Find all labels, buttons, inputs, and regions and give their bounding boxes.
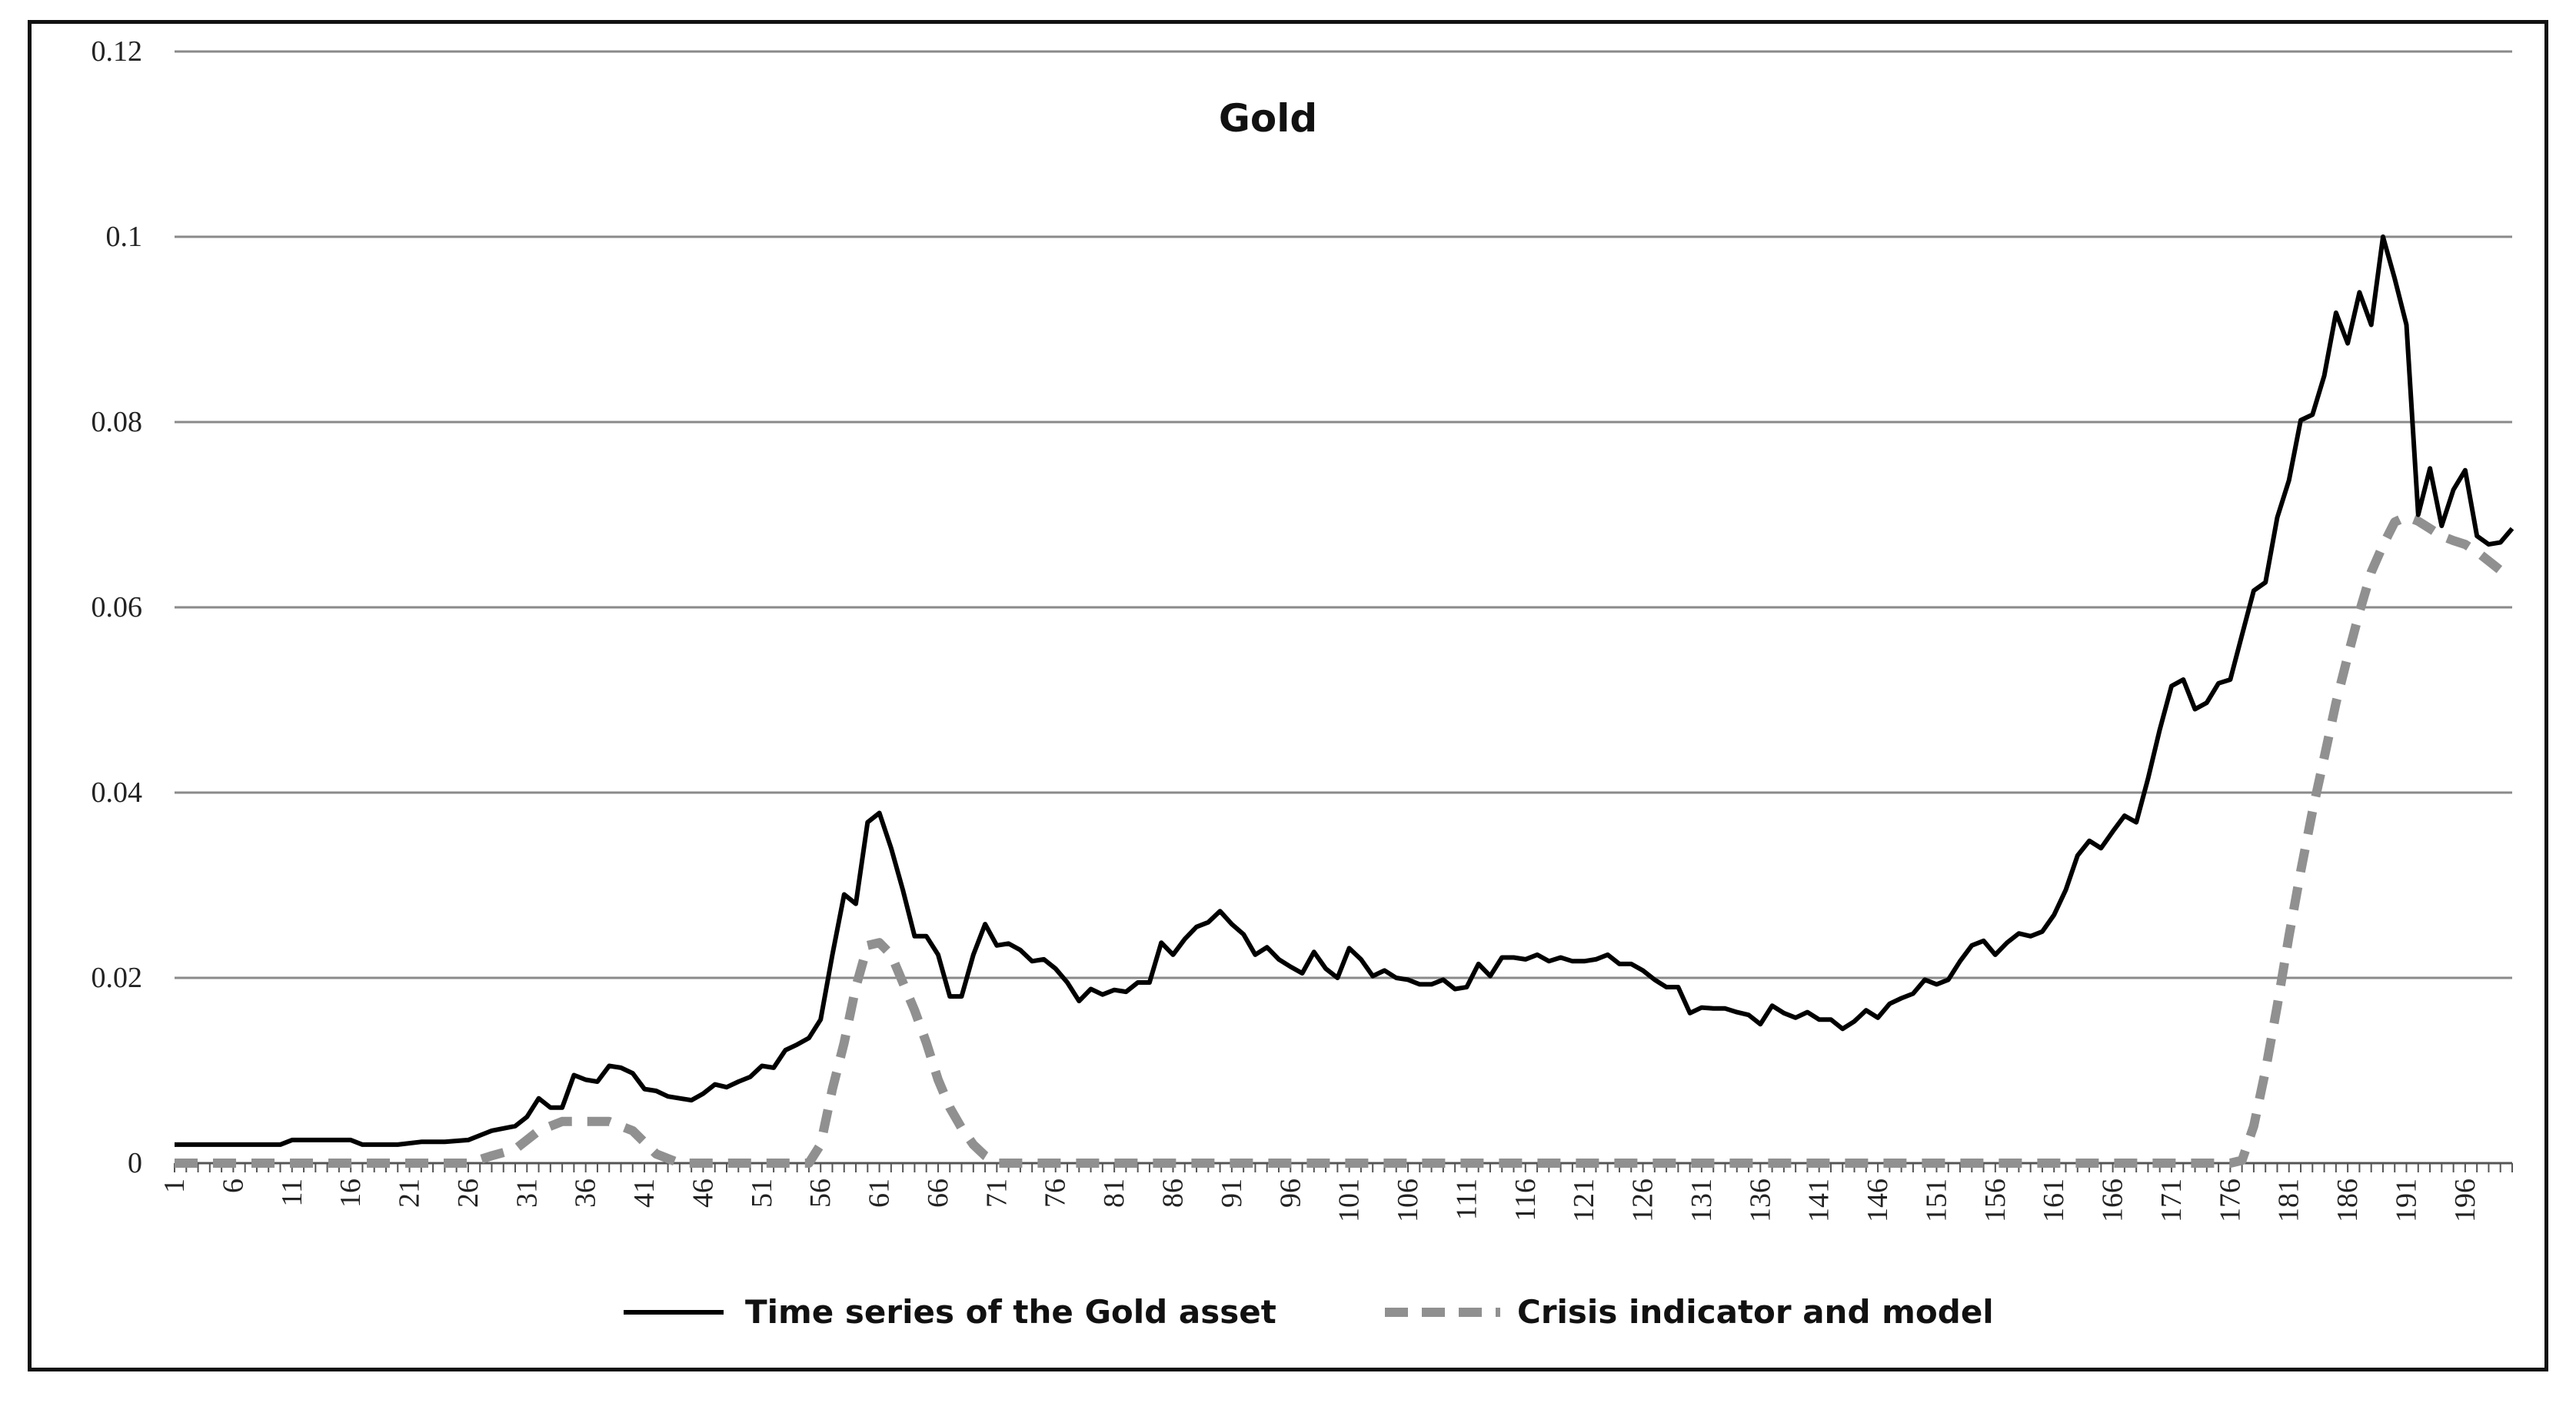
x-tick-label: 86 [1157, 1179, 1189, 1208]
y-axis-ticks: 0 0.02 0.04 0.06 0.08 0.1 0.12 [92, 35, 143, 1179]
chart-title: Gold [1219, 96, 1317, 141]
legend-label-1: Crisis indicator and model [1517, 1293, 1994, 1331]
series-line-gold-asset [175, 234, 2514, 1147]
x-tick-label: 46 [687, 1179, 719, 1208]
x-tick-label: 106 [1392, 1179, 1424, 1222]
legend: Time series of the Gold asset Crisis indi… [624, 1293, 1994, 1331]
x-tick-label: 136 [1744, 1179, 1776, 1222]
x-tick-label: 141 [1803, 1179, 1835, 1222]
x-tick-label: 1 [158, 1179, 191, 1193]
x-tick-label: 11 [276, 1179, 308, 1207]
x-tick-label: 66 [922, 1179, 954, 1208]
y-tick-label: 0 [128, 1147, 142, 1179]
x-tick-label: 181 [2273, 1179, 2305, 1222]
x-tick-label: 51 [746, 1179, 778, 1208]
series-layer [175, 234, 2515, 1168]
x-tick-label: 111 [1450, 1179, 1483, 1220]
x-tick-label: 26 [452, 1179, 484, 1208]
x-tick-label: 56 [804, 1179, 837, 1208]
x-tick-label: 76 [1040, 1179, 1072, 1208]
series-line-crisis-indicator [175, 511, 2515, 1168]
y-tick-label: 0.02 [92, 962, 143, 994]
x-tick-label: 61 [864, 1179, 896, 1208]
y-tick-label: 0.12 [92, 35, 143, 68]
x-tick-label: 176 [2214, 1179, 2246, 1222]
x-axis-ticks: 1 6 11 16 21 26 31 36 41 46 51 56 61 66 71 76 81 86 91 96 10… [158, 1163, 2513, 1222]
legend-label-0: Time series of the Gold asset [745, 1293, 1276, 1331]
y-tick-label: 0.08 [92, 406, 143, 438]
x-tick-label: 171 [2155, 1179, 2188, 1222]
x-tick-label: 166 [2097, 1179, 2129, 1222]
x-tick-label: 191 [2391, 1179, 2423, 1222]
x-tick-label: 101 [1333, 1179, 1366, 1222]
x-tick-label: 41 [628, 1179, 661, 1208]
x-tick-label: 116 [1509, 1179, 1542, 1222]
chart-frame: 0 0.02 0.04 0.06 0.08 0.1 0.12 1 6 11 16 21 26 31 36 4… [28, 20, 2548, 1371]
x-tick-label: 161 [2038, 1179, 2070, 1222]
x-tick-label: 121 [1568, 1179, 1600, 1222]
x-tick-label: 6 [217, 1179, 249, 1193]
x-tick-label: 156 [1979, 1179, 2012, 1222]
x-tick-label: 31 [511, 1179, 543, 1208]
x-tick-label: 91 [1216, 1179, 1248, 1208]
x-tick-label: 196 [2449, 1179, 2481, 1222]
x-tick-label: 96 [1274, 1179, 1306, 1208]
x-tick-label: 21 [394, 1179, 426, 1208]
x-tick-label: 151 [1920, 1179, 1952, 1222]
x-tick-label: 186 [2331, 1179, 2364, 1222]
chart-svg: 00.020.040.060.080.10.12 1 6 11 16 21 26 31 36 4… [92, 35, 2515, 1331]
x-tick-label: 16 [334, 1179, 367, 1208]
gridlines [175, 50, 2512, 1165]
x-tick-label: 71 [980, 1179, 1013, 1208]
y-tick-label: 0.06 [92, 591, 143, 623]
y-tick-label: 0.1 [106, 221, 143, 253]
x-tick-label: 131 [1686, 1179, 1718, 1222]
y-tick-label: 0.04 [92, 776, 143, 809]
x-tick-label: 146 [1862, 1179, 1894, 1222]
x-tick-label: 126 [1627, 1179, 1659, 1222]
x-tick-label: 36 [570, 1179, 602, 1208]
x-tick-label: 81 [1098, 1179, 1130, 1208]
